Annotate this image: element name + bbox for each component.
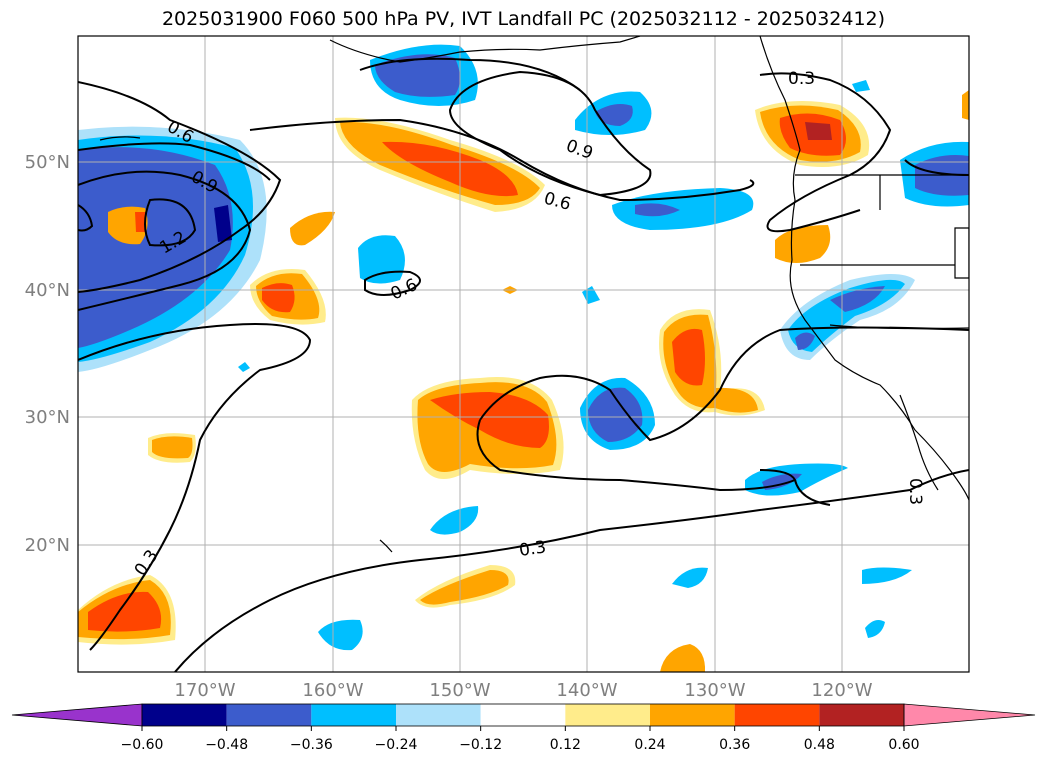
pv-fill-layer — [78, 44, 969, 672]
contour-label: 0.9 — [563, 136, 595, 164]
pv-negative-region — [865, 620, 885, 638]
pv-negative-region — [214, 205, 232, 242]
pv-positive-region — [775, 225, 831, 263]
colorbar-segment — [650, 704, 735, 726]
ivt-contours — [78, 57, 969, 672]
colorbar-segment — [396, 704, 481, 726]
colorbar-segment — [565, 704, 650, 726]
pv-negative-region — [635, 203, 680, 217]
lat-label: 50°N — [25, 152, 70, 173]
colorbar-tick-label: −0.12 — [459, 737, 502, 753]
colorbar-segment — [226, 704, 312, 726]
pv-positive-region — [382, 141, 518, 197]
colorbar-extension-high — [903, 703, 1036, 727]
pv-negative-region — [745, 463, 848, 496]
colorbar-tick-label: 0.12 — [550, 737, 581, 753]
contour-label: 0.3 — [905, 478, 925, 505]
lat-label: 40°N — [25, 280, 70, 301]
pv-negative-region — [795, 332, 815, 350]
pv-positive-region — [672, 328, 705, 386]
latitude-labels: 50°N 40°N 30°N 20°N — [25, 152, 70, 556]
lat-label: 30°N — [25, 407, 70, 428]
pv-negative-region — [852, 80, 870, 92]
lon-label: 140°W — [556, 680, 617, 701]
pv-negative-region — [788, 279, 905, 352]
pv-positive-region — [290, 211, 335, 246]
pv-negative-region — [830, 286, 885, 312]
lon-label: 150°W — [429, 680, 490, 701]
contour-label: 0.3 — [518, 537, 548, 561]
colorbar-outline — [141, 703, 905, 727]
pv-negative-region — [375, 54, 460, 97]
colorbar-segment — [819, 704, 904, 726]
colorbar-tick-label: 0.60 — [888, 737, 919, 753]
map-title: 2025031900 F060 500 hPa PV, IVT Landfall… — [161, 8, 886, 30]
colorbar-tick-label: −0.24 — [375, 737, 418, 753]
map-panel: 0.6 0.9 1.2 0.9 0.6 0.6 0.3 0.3 0.3 0.3 — [78, 36, 969, 672]
colorbar-segment — [480, 704, 566, 726]
lat-label: 20°N — [25, 535, 70, 556]
gridlines — [78, 36, 969, 672]
longitude-labels: 170°W 160°W 150°W 140°W 130°W 120°W — [174, 680, 872, 701]
contour-label: 0.3 — [788, 69, 815, 89]
colorbar-tick-label: 0.24 — [634, 737, 665, 753]
lon-label: 130°W — [684, 680, 745, 701]
pv-positive-region — [420, 570, 509, 605]
pv-negative-region — [430, 506, 479, 535]
pv-negative-region — [588, 387, 643, 442]
pv-negative-region — [358, 235, 405, 284]
colorbar-segment — [734, 704, 820, 726]
pv-negative-region — [318, 619, 363, 651]
lon-label: 170°W — [174, 680, 235, 701]
colorbar-extension-low — [11, 703, 143, 727]
pv-positive-region — [962, 90, 969, 120]
pv-negative-region — [612, 188, 754, 230]
colorbar: −0.60 −0.48 −0.36 −0.24 −0.12 0.12 0.24 0.36 0.4… — [11, 703, 1036, 753]
pv-negative-region — [582, 286, 600, 304]
pv-negative-region — [238, 362, 250, 372]
pv-negative-region — [78, 147, 233, 348]
contour-label: 0.6 — [542, 189, 573, 215]
colorbar-tick-label: 0.36 — [719, 737, 750, 753]
colorbar-tick-label: −0.48 — [205, 737, 248, 753]
colorbar-segment — [311, 704, 396, 726]
pv-negative-region — [672, 567, 708, 588]
pv-negative-region — [862, 567, 912, 584]
map-frame — [77, 35, 970, 673]
pv-positive-region — [88, 591, 162, 632]
colorbar-segment — [142, 704, 227, 726]
lon-label: 120°W — [811, 680, 872, 701]
pv-positive-region — [660, 644, 706, 672]
colorbar-tick-label: −0.36 — [290, 737, 333, 753]
pv-positive-region — [135, 212, 146, 232]
colorbar-tick-label: 0.48 — [804, 737, 835, 753]
pv-positive-region — [152, 436, 193, 459]
pv-negative-region — [595, 104, 633, 126]
lon-label: 160°W — [302, 680, 363, 701]
colorbar-tick-label: −0.60 — [121, 737, 164, 753]
pv-positive-region — [805, 122, 832, 140]
